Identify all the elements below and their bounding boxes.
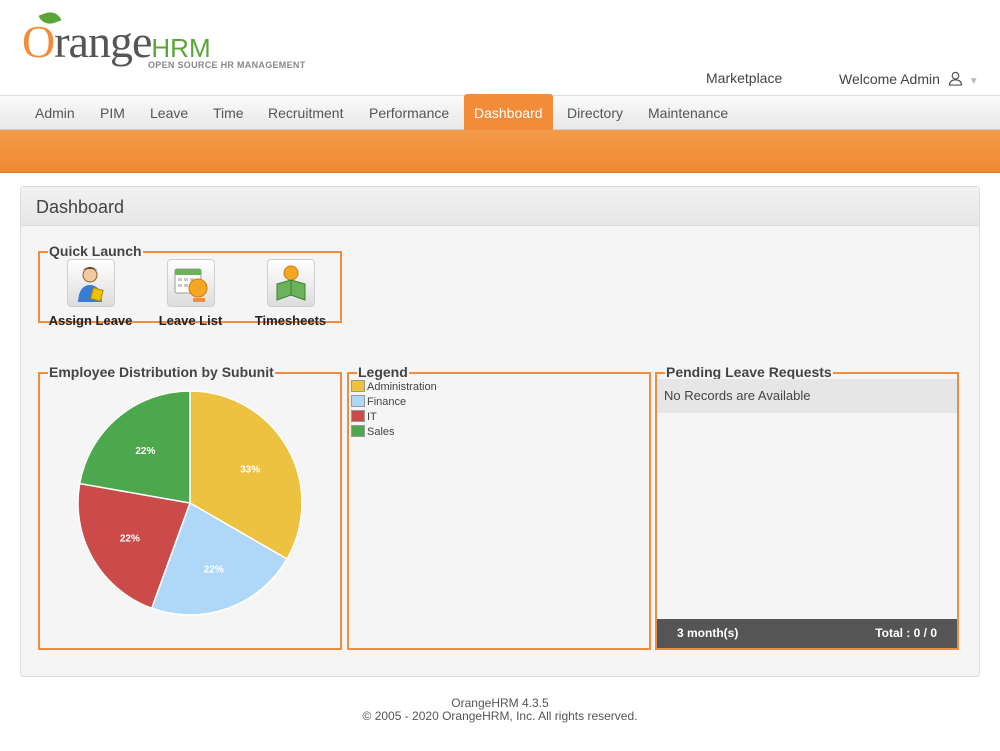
legend-label: Finance <box>367 396 407 408</box>
pending-total: Total : 0 / 0 <box>875 626 937 640</box>
employee-distribution-box: Employee Distribution by Subunit 33% 22% 2… <box>38 364 342 650</box>
assign-leave-button[interactable]: Assign Leave <box>43 259 138 328</box>
legend-swatch <box>351 380 365 392</box>
pending-title: Pending Leave Requests <box>665 364 833 380</box>
pie-label-administration: 33% <box>240 464 260 475</box>
legend-item-administration: Administration <box>351 380 437 395</box>
timesheets-button[interactable]: Timesheets <box>243 259 338 328</box>
chevron-down-icon: ▼ <box>968 76 979 87</box>
menu-item-directory[interactable]: Directory <box>567 105 624 121</box>
pie-label-finance: 22% <box>204 564 224 575</box>
pie-slice-sales <box>78 390 191 504</box>
page-footer: OrangeHRM 4.3.5 © 2005 - 2020 OrangeHRM,… <box>0 697 1000 723</box>
menu-item-recruitment[interactable]: Recruitment <box>268 105 344 121</box>
orangehrm-logo[interactable]: OrangeHRM OPEN SOURCE HR MANAGEMENT <box>22 8 312 74</box>
user-icon <box>948 71 963 86</box>
marketplace-link[interactable]: Marketplace <box>706 70 783 86</box>
submenu-bar <box>0 130 1000 173</box>
legend-item-sales: Sales <box>351 425 395 440</box>
timesheets-icon <box>266 259 315 307</box>
timesheets-label: Timesheets <box>254 313 327 328</box>
legend-label: Administration <box>367 381 437 393</box>
logo-tagline: OPEN SOURCE HR MANAGEMENT <box>148 60 306 70</box>
leave-list-icon <box>166 259 215 307</box>
pie-slice-finance <box>150 501 289 616</box>
welcome-text: Welcome Admin <box>839 71 940 87</box>
leave-list-button[interactable]: Leave List <box>143 259 238 328</box>
panel-header: Dashboard <box>21 187 979 226</box>
pie-slice-it <box>77 482 192 610</box>
pending-period: 3 month(s) <box>677 626 739 640</box>
menu-item-admin[interactable]: Admin <box>35 105 75 121</box>
page-title: Dashboard <box>36 197 125 217</box>
menu-item-leave[interactable]: Leave <box>150 105 189 121</box>
distribution-title: Employee Distribution by Subunit <box>48 364 275 380</box>
pie-chart: 33% 22% 22% 22% <box>77 390 303 616</box>
leave-list-label: Leave List <box>158 313 223 328</box>
legend-swatch <box>351 425 365 437</box>
legend-label: IT <box>367 411 377 423</box>
menu-item-time[interactable]: Time <box>213 105 244 121</box>
assign-leave-icon <box>66 259 115 307</box>
assign-leave-label: Assign Leave <box>48 313 133 328</box>
footer-version: OrangeHRM 4.3.5 <box>451 696 549 710</box>
quick-launch-title: Quick Launch <box>48 243 143 259</box>
pie-slice-administration <box>189 390 303 561</box>
legend-item-finance: Finance <box>351 395 406 410</box>
legend-title: Legend <box>357 364 409 380</box>
menu-item-dashboard[interactable]: Dashboard <box>464 94 553 132</box>
legend-label: Sales <box>367 426 395 438</box>
welcome-menu[interactable]: Welcome Admin ▼ <box>839 71 979 87</box>
menu-item-pim[interactable]: PIM <box>100 105 125 121</box>
branding-header: OrangeHRM OPEN SOURCE HR MANAGEMENT Mark… <box>0 0 1000 95</box>
no-records-message: No Records are Available <box>657 379 957 413</box>
pending-leave-requests-box: Pending Leave Requests No Records are Av… <box>655 364 959 650</box>
main-menu: Admin PIM Leave Time Recruitment Perform… <box>0 94 1000 132</box>
quick-launch-box: Quick Launch Assign Leave <box>38 243 342 328</box>
pie-label-sales: 22% <box>135 446 155 457</box>
footer-copyright: © 2005 - 2020 OrangeHRM, Inc. All rights… <box>362 709 638 723</box>
logo-wordmark: OrangeHRM <box>22 16 211 67</box>
pie-label-it: 22% <box>120 534 140 545</box>
menu-item-maintenance[interactable]: Maintenance <box>648 105 729 121</box>
dashboard-panel: Dashboard Quick Launch Assign Leave <box>20 186 980 677</box>
legend-box: Legend Administration Finance IT Sales <box>347 364 651 650</box>
menu-item-performance[interactable]: Performance <box>369 105 450 121</box>
legend-swatch <box>351 410 365 422</box>
legend-swatch <box>351 395 365 407</box>
pending-footer: 3 month(s) Total : 0 / 0 <box>657 619 957 648</box>
legend-item-it: IT <box>351 410 377 425</box>
